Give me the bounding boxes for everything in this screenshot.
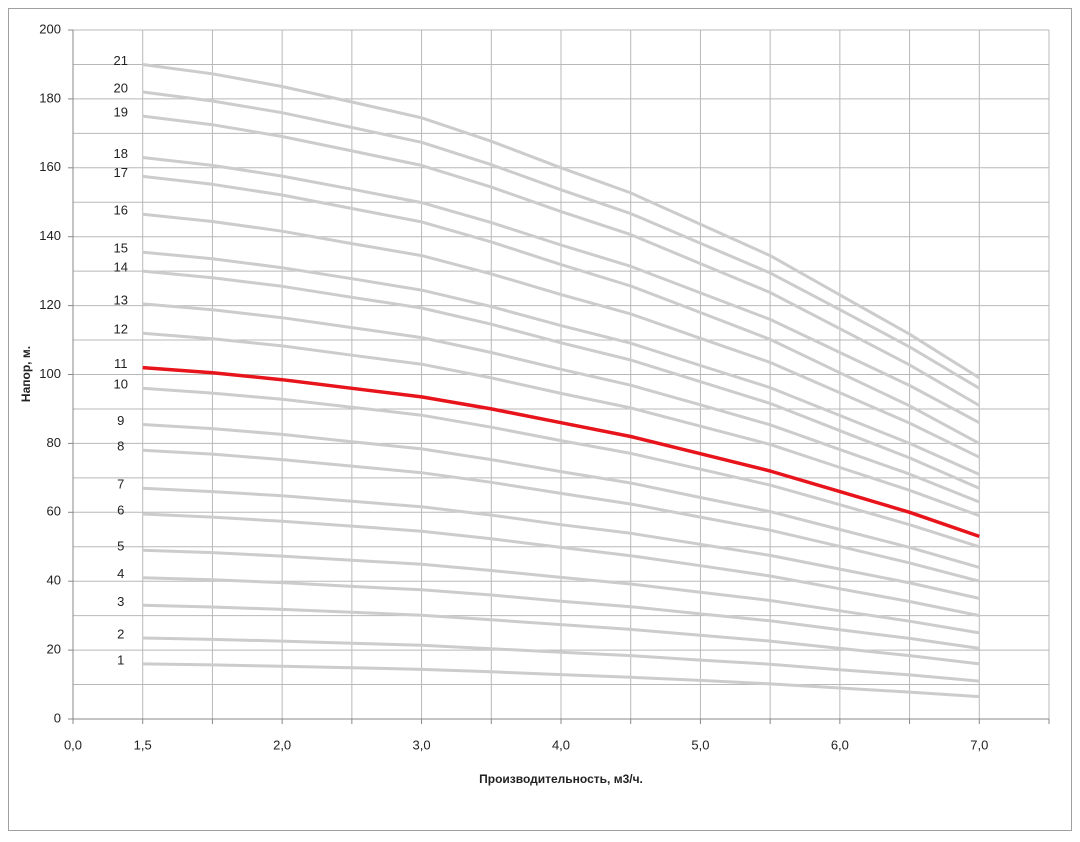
series-label: 14 bbox=[113, 260, 127, 275]
series-line bbox=[142, 636, 980, 683]
series-line bbox=[142, 486, 980, 600]
x-tick-label: 4,0 bbox=[552, 737, 570, 752]
series-line bbox=[142, 365, 980, 539]
x-tick-label: 7,0 bbox=[970, 737, 988, 752]
y-tick-label: 120 bbox=[39, 297, 61, 312]
series-line bbox=[142, 662, 980, 699]
series-label: 11 bbox=[114, 356, 128, 371]
series-label: 3 bbox=[117, 594, 124, 609]
series-line bbox=[142, 63, 981, 380]
series-line bbox=[142, 212, 980, 459]
x-tick-label: 1,5 bbox=[134, 737, 152, 752]
series-line bbox=[142, 90, 981, 390]
series-label: 15 bbox=[113, 241, 127, 256]
series-line bbox=[142, 269, 980, 490]
y-tick-label: 160 bbox=[39, 159, 61, 174]
series-label: 9 bbox=[117, 413, 124, 428]
series-label: 21 bbox=[113, 53, 127, 68]
series-line bbox=[142, 603, 980, 666]
series-line bbox=[142, 512, 980, 618]
series-label: 19 bbox=[113, 105, 127, 120]
x-tick-label: 6,0 bbox=[831, 737, 849, 752]
series-line bbox=[142, 448, 980, 583]
x-tick-label: 5,0 bbox=[691, 737, 709, 752]
series-line bbox=[142, 250, 980, 476]
x-axis-title: Производительность, м3/ч. bbox=[479, 772, 643, 786]
y-tick-label: 60 bbox=[47, 504, 61, 519]
series-label: 7 bbox=[117, 477, 124, 492]
series-label: 10 bbox=[113, 377, 127, 392]
y-tick-label: 80 bbox=[47, 435, 61, 450]
series-line bbox=[142, 114, 981, 407]
x-tick-label: 3,0 bbox=[413, 737, 431, 752]
series-line bbox=[142, 174, 981, 445]
y-axis-title: Напор, м. bbox=[19, 346, 33, 402]
series-label: 6 bbox=[117, 502, 124, 517]
x-tick-label: 0,0 bbox=[64, 737, 82, 752]
x-tick-label: 2,0 bbox=[273, 737, 291, 752]
series-line bbox=[142, 331, 980, 518]
y-tick-label: 0 bbox=[54, 710, 61, 725]
y-tick-label: 40 bbox=[47, 573, 61, 588]
series-label: 17 bbox=[113, 165, 127, 180]
series-label: 13 bbox=[113, 292, 127, 307]
series-label: 2 bbox=[117, 626, 124, 641]
y-tick-label: 200 bbox=[39, 21, 61, 36]
series-label: 12 bbox=[113, 322, 127, 337]
y-tick-label: 180 bbox=[39, 90, 61, 105]
series-line bbox=[142, 548, 980, 635]
y-tick-label: 140 bbox=[39, 228, 61, 243]
series-line bbox=[142, 386, 980, 549]
series-label: 5 bbox=[117, 539, 124, 554]
y-tick-label: 100 bbox=[39, 366, 61, 381]
series-line bbox=[142, 576, 980, 650]
series-label: 20 bbox=[113, 80, 127, 95]
series-label: 18 bbox=[113, 146, 127, 161]
series-label: 8 bbox=[117, 439, 124, 454]
y-tick-label: 20 bbox=[47, 642, 61, 657]
series-label: 16 bbox=[113, 203, 127, 218]
series-line bbox=[142, 423, 980, 569]
series-label: 1 bbox=[117, 652, 124, 667]
series-line bbox=[142, 302, 980, 504]
series-label: 4 bbox=[117, 566, 124, 581]
series-line bbox=[142, 156, 981, 425]
